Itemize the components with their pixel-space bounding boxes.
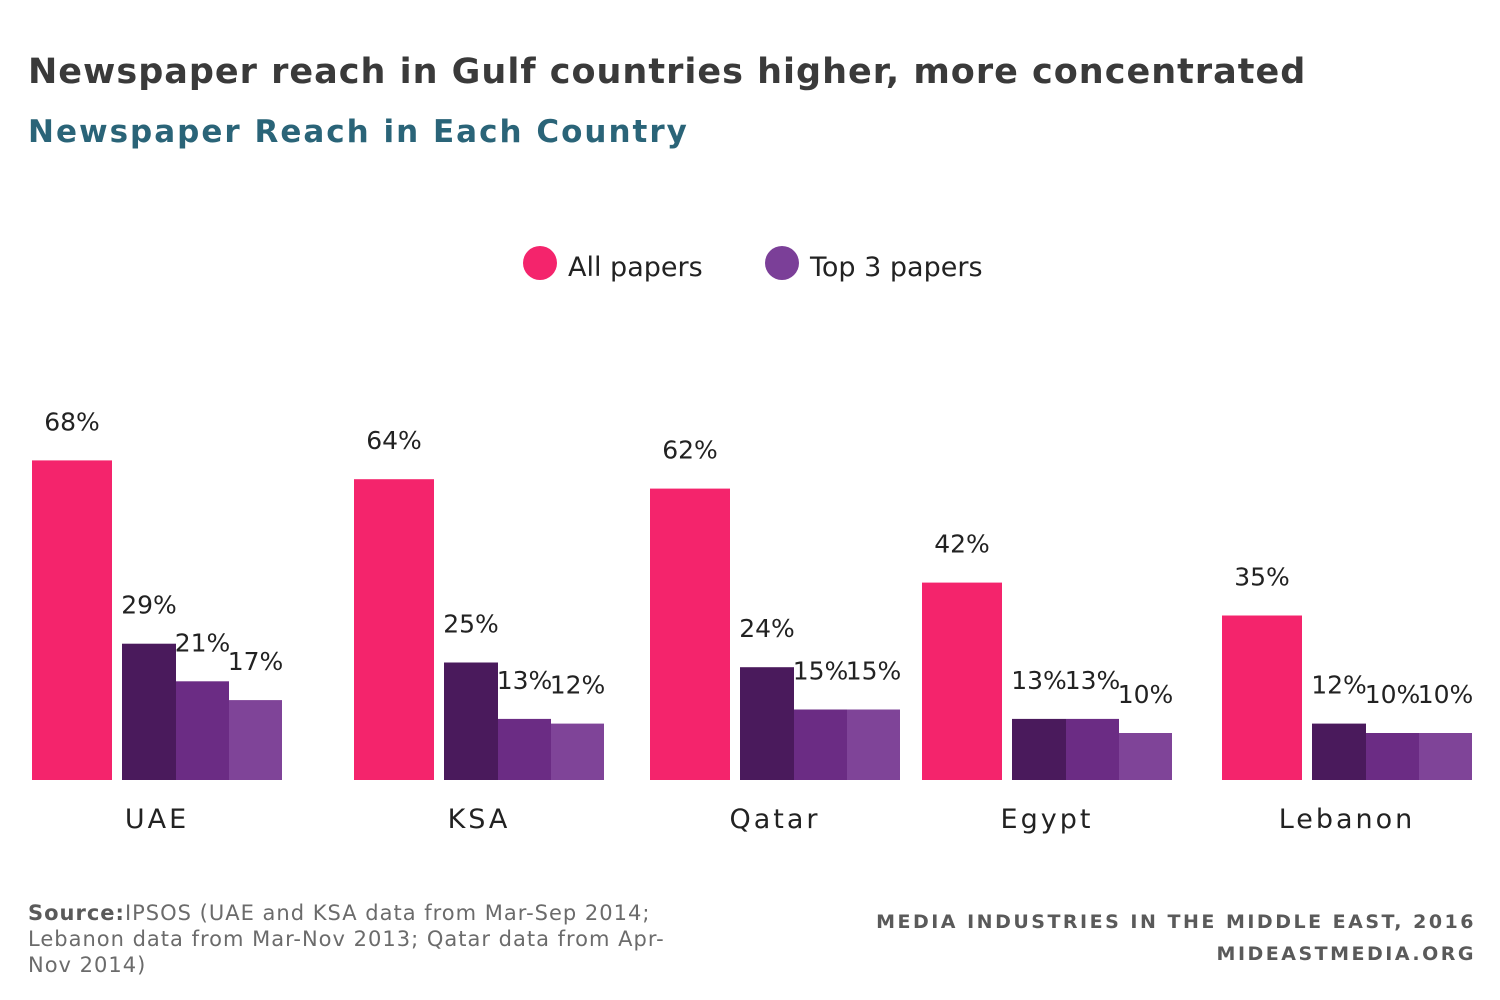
bar-lebanon-1 xyxy=(1312,723,1366,780)
data-label-qatar-0: 62% xyxy=(662,436,718,465)
source-label: Source: xyxy=(28,901,125,925)
bar-ksa-3 xyxy=(551,723,604,780)
legend-swatch-0 xyxy=(523,246,557,280)
category-label-egypt: Egypt xyxy=(1001,804,1094,835)
bar-uae-2 xyxy=(176,681,229,780)
category-label-uae: UAE xyxy=(125,804,189,835)
bar-uae-1 xyxy=(122,643,176,780)
bar-lebanon-3 xyxy=(1419,733,1472,780)
category-label-ksa: KSA xyxy=(448,804,511,835)
data-label-ksa-2: 13% xyxy=(497,666,553,695)
bar-egypt-3 xyxy=(1119,733,1172,780)
credit-line-1: MEDIA INDUSTRIES IN THE MIDDLE EAST, 201… xyxy=(876,911,1476,933)
bar-chart: All papers Top 3 papers 68% 29% 21%17% UAE 64%… xyxy=(32,246,1474,835)
data-label-egypt-3: 10% xyxy=(1118,680,1174,709)
bar-ksa-1 xyxy=(444,662,498,780)
data-label-uae-1: 29% xyxy=(121,591,177,620)
category-label-qatar: Qatar xyxy=(729,804,820,835)
credit: MEDIA INDUSTRIES IN THE MIDDLE EAST, 201… xyxy=(876,906,1476,970)
bar-qatar-1 xyxy=(740,667,794,780)
data-label-lebanon-1: 12% xyxy=(1311,671,1367,700)
bar-lebanon-0 xyxy=(1222,615,1302,780)
bar-egypt-2 xyxy=(1066,718,1119,780)
bar-qatar-0 xyxy=(650,488,730,780)
credit-line-2: MIDEASTMEDIA.ORG xyxy=(1216,943,1476,965)
bar-uae-3 xyxy=(229,700,282,780)
bar-egypt-0 xyxy=(922,582,1002,780)
category-label-lebanon: Lebanon xyxy=(1279,804,1416,835)
data-label-egypt-2: 13% xyxy=(1065,666,1121,695)
data-label-qatar-1: 24% xyxy=(739,614,795,643)
data-label-uae-2: 21% xyxy=(175,628,231,657)
bar-ksa-2 xyxy=(498,718,551,780)
data-label-uae-3: 17% xyxy=(228,647,284,676)
chart-subtitle: Newspaper Reach in Each Country xyxy=(28,114,689,150)
chart-title: Newspaper reach in Gulf countries higher… xyxy=(28,52,1307,92)
legend-label-1: Top 3 papers xyxy=(809,252,983,283)
data-label-egypt-1: 13% xyxy=(1011,666,1067,695)
legend-swatch-1 xyxy=(765,246,799,280)
data-label-lebanon-3: 10% xyxy=(1418,680,1474,709)
data-label-ksa-0: 64% xyxy=(366,426,422,455)
bar-qatar-2 xyxy=(794,709,847,780)
bar-lebanon-2 xyxy=(1366,733,1419,780)
source-note: Source:IPSOS (UAE and KSA data from Mar-… xyxy=(28,900,668,978)
data-label-uae-0: 68% xyxy=(44,407,100,436)
data-label-qatar-3: 15% xyxy=(846,657,902,686)
bar-uae-0 xyxy=(32,460,112,780)
bar-qatar-3 xyxy=(847,709,900,780)
legend-label-0: All papers xyxy=(568,252,703,283)
data-label-lebanon-0: 35% xyxy=(1234,563,1290,592)
data-label-ksa-3: 12% xyxy=(550,671,606,700)
data-label-egypt-0: 42% xyxy=(934,530,990,559)
bar-ksa-0 xyxy=(354,479,434,780)
data-label-lebanon-2: 10% xyxy=(1365,680,1421,709)
data-label-ksa-1: 25% xyxy=(443,610,499,639)
bar-egypt-1 xyxy=(1012,718,1066,780)
data-label-qatar-2: 15% xyxy=(793,657,849,686)
source-text: IPSOS (UAE and KSA data from Mar-Sep 201… xyxy=(28,901,665,977)
